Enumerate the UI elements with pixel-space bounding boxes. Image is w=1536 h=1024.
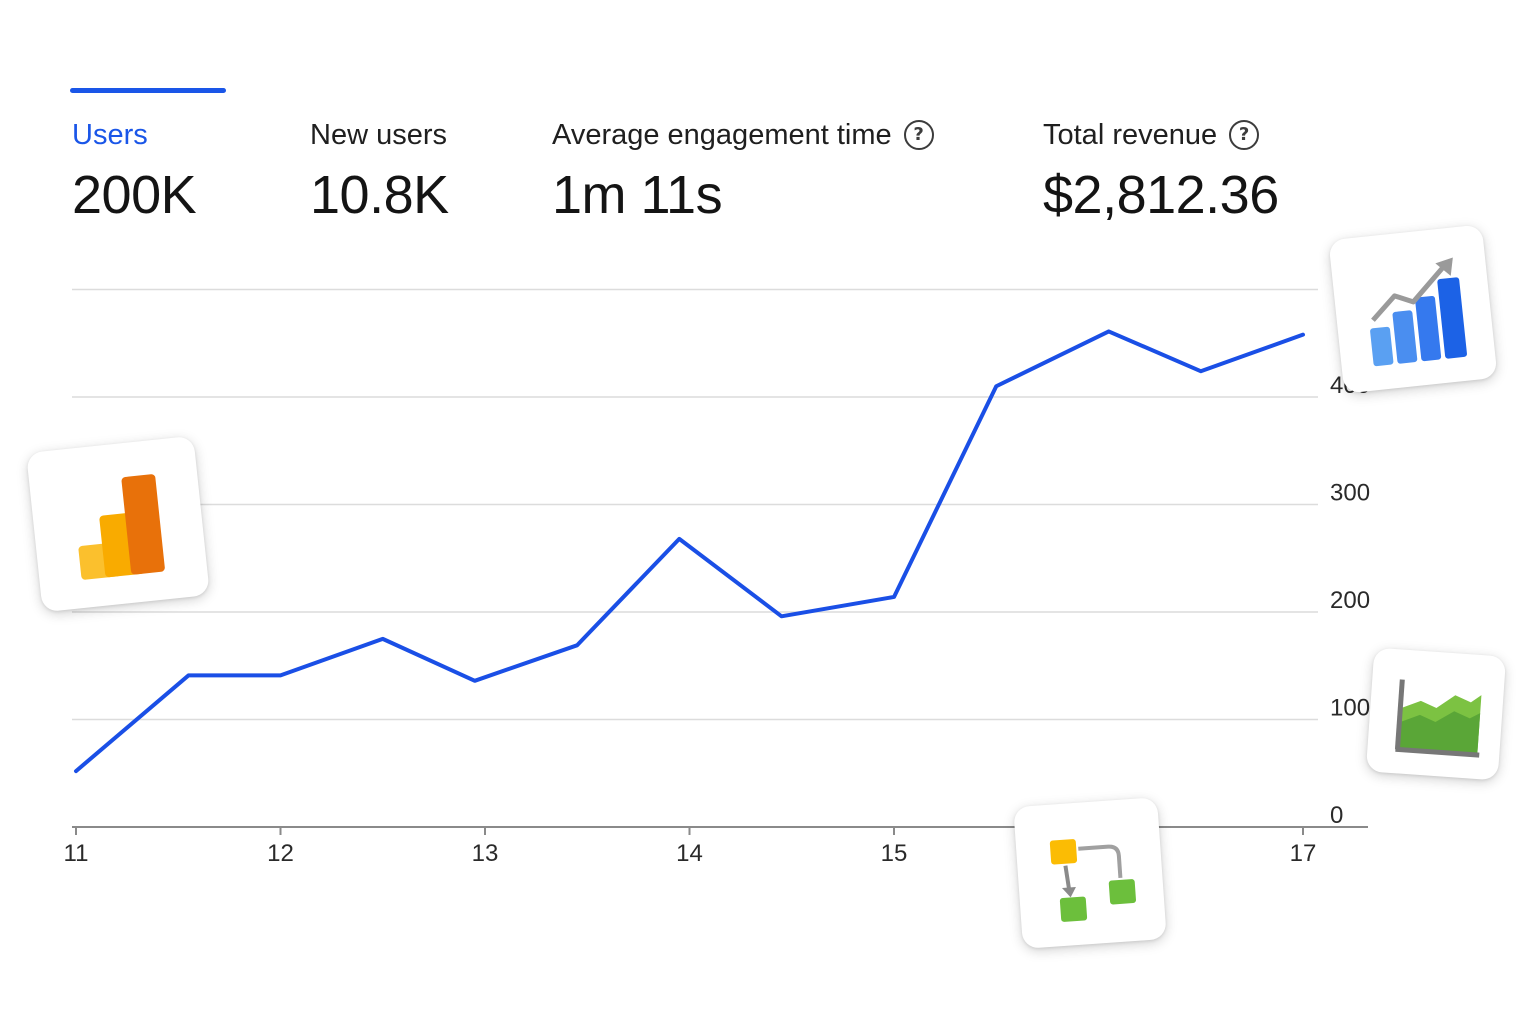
y-tick-label: 0 <box>1330 802 1343 829</box>
flow-diagram-card <box>1013 797 1167 949</box>
metric-tab-engagement-time[interactable]: Average engagement time ? 1m 11s <box>552 116 934 226</box>
series-layer <box>74 329 1305 774</box>
active-tab-indicator <box>70 88 226 93</box>
x-tick-label: 17 <box>1290 840 1317 867</box>
analytics-logo-icon <box>78 474 165 580</box>
y-axis-ticks: 0100200300400 <box>1330 372 1370 829</box>
help-icon[interactable]: ? <box>903 120 934 150</box>
help-icon[interactable]: ? <box>1229 120 1260 150</box>
metric-value-engagement-time: 1m 11s <box>552 165 723 225</box>
area-chart-card <box>1365 647 1507 781</box>
metric-tab-users[interactable]: Users 200K <box>72 116 197 226</box>
x-tick-label: 15 <box>881 840 908 867</box>
x-tick-label: 12 <box>267 840 294 867</box>
trending-bars-card <box>1328 224 1498 394</box>
area-chart-icon <box>1394 679 1482 758</box>
flow-diagram-icon <box>1049 839 1136 922</box>
metric-label-users: Users <box>72 119 148 151</box>
trending-bars-icon <box>1370 257 1467 367</box>
y-tick-label: 300 <box>1330 480 1370 507</box>
metric-value-users: 200K <box>72 165 197 225</box>
x-tick-label: 14 <box>676 840 703 867</box>
x-tick-label: 11 <box>64 840 89 867</box>
metric-label-new-users: New users <box>310 119 447 151</box>
x-axis-ticks: 11 12 13 14 15 17 <box>64 827 1317 867</box>
users-series-line <box>74 329 1305 774</box>
grid-lines <box>72 288 1318 721</box>
metric-label-total-revenue: Total revenue <box>1043 119 1218 151</box>
metric-label-engagement-time: Average engagement time <box>552 119 892 151</box>
x-tick-label: 13 <box>472 840 499 867</box>
y-tick-label: 100 <box>1330 695 1370 722</box>
metric-value-new-users: 10.8K <box>310 165 449 225</box>
metric-label-row-engagement: Average engagement time ? <box>552 116 934 154</box>
metric-value-total-revenue: $2,812.36 <box>1043 165 1279 225</box>
metric-tab-new-users[interactable]: New users 10.8K <box>310 116 449 226</box>
y-tick-label: 200 <box>1330 587 1370 614</box>
metric-label-row-revenue: Total revenue ? <box>1043 116 1279 154</box>
analytics-logo-card <box>26 435 210 613</box>
metric-tab-total-revenue[interactable]: Total revenue ? $2,812.36 <box>1043 116 1279 226</box>
